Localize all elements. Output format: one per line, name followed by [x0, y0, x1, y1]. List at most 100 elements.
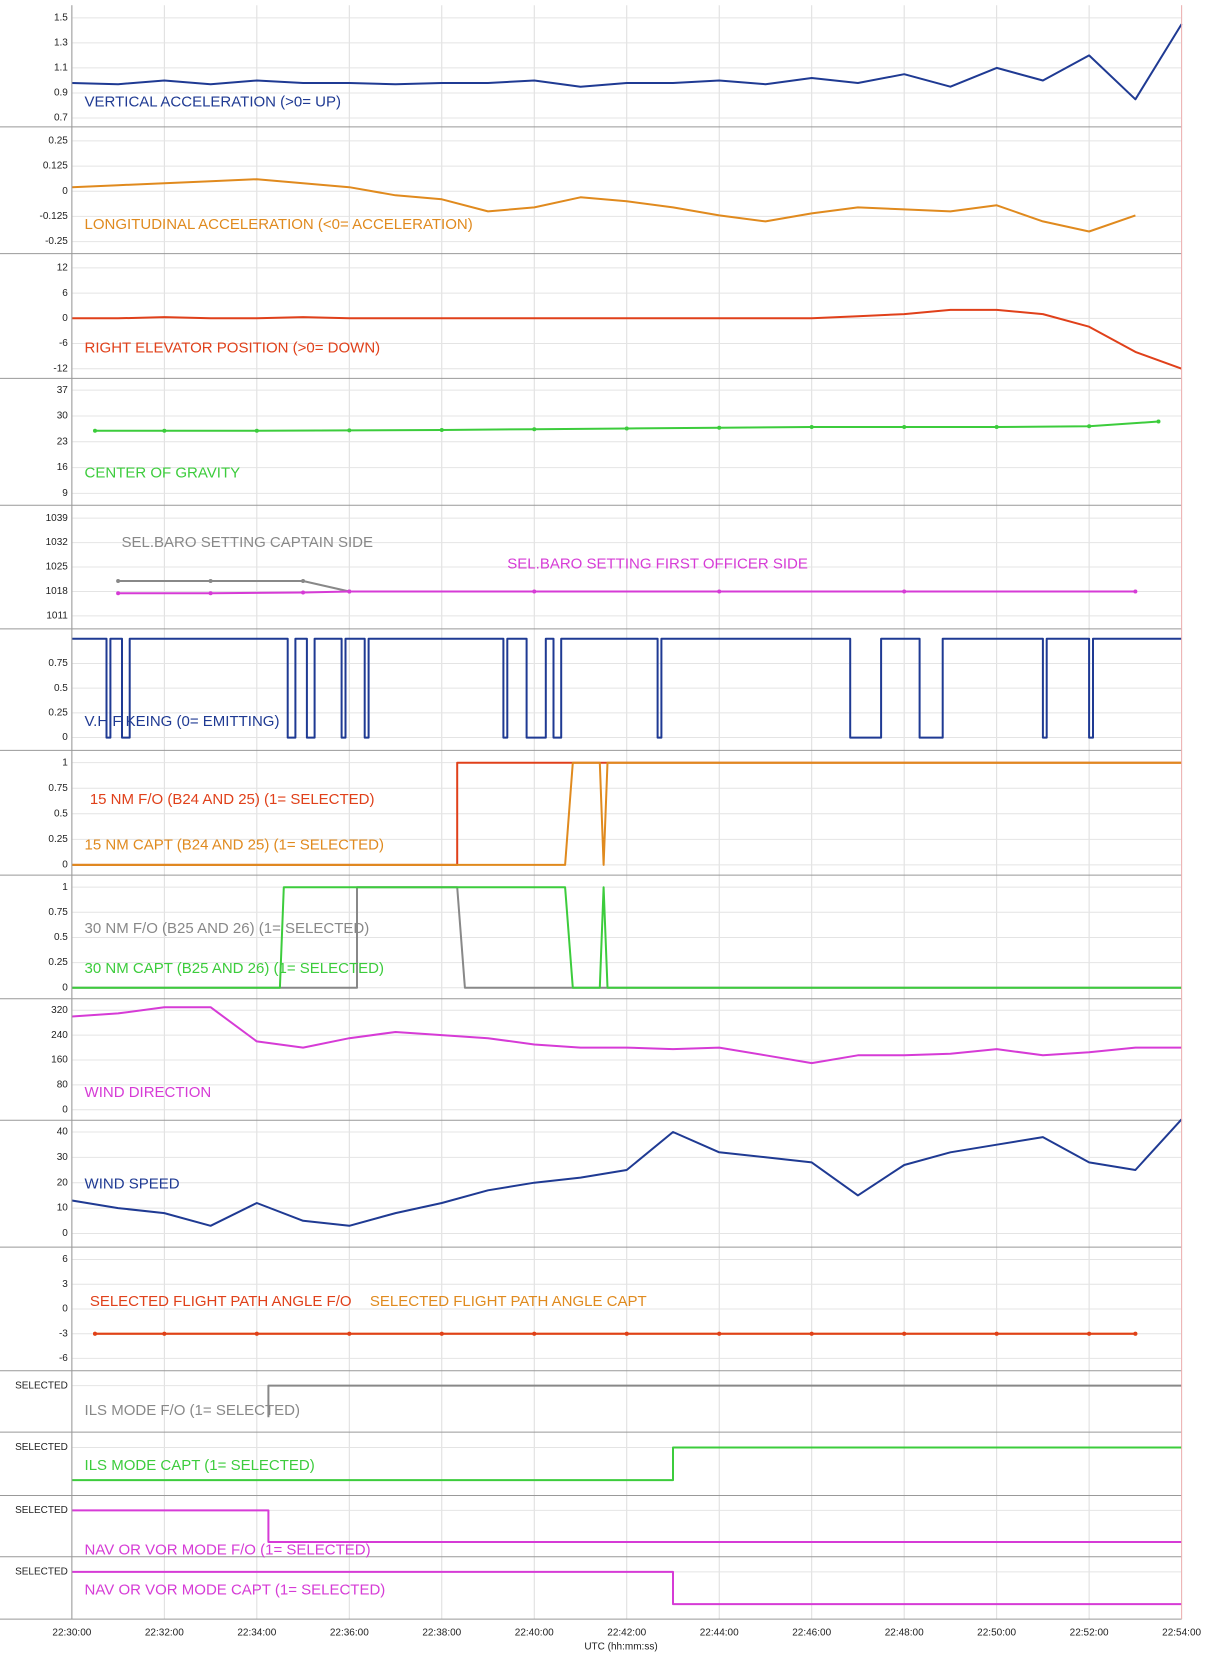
series-marker — [902, 1331, 907, 1336]
y-tick-label: SELECTED — [15, 1380, 68, 1391]
y-tick-label: 10 — [57, 1203, 69, 1214]
x-tick-label: 22:50:00 — [977, 1628, 1016, 1639]
series-marker — [1087, 1331, 1092, 1336]
y-tick-label: 0 — [62, 1104, 68, 1115]
series-label: NAV OR VOR MODE CAPT (1= SELECTED) — [85, 1582, 386, 1599]
series-line — [71, 1006, 1182, 1065]
series-marker — [532, 589, 537, 594]
series-marker — [532, 1331, 537, 1336]
y-tick-label: 0.7 — [54, 113, 68, 124]
y-tick-label: 3 — [62, 1279, 68, 1290]
y-tick-label: 40 — [57, 1127, 69, 1138]
series-marker — [624, 1331, 629, 1336]
series-marker — [1156, 419, 1161, 424]
series-label: CENTER OF GRAVITY — [85, 464, 241, 481]
y-tick-label: 0 — [62, 313, 68, 324]
y-tick-label: 16 — [57, 462, 69, 473]
y-tick-label: 0 — [62, 982, 68, 993]
series-label: LONGITUDINAL ACCELERATION (<0= ACCELERAT… — [85, 216, 473, 233]
series-marker — [809, 1331, 814, 1336]
y-tick-label: 6 — [62, 288, 68, 299]
series-marker — [1133, 1331, 1138, 1336]
series-line — [71, 1570, 1182, 1606]
series-line — [71, 23, 1183, 101]
y-tick-label: 20 — [57, 1177, 69, 1188]
x-tick-label: 22:38:00 — [422, 1628, 461, 1639]
series-marker — [532, 427, 537, 432]
series-label: WIND SPEED — [85, 1176, 180, 1193]
series-marker — [254, 1331, 259, 1336]
y-tick-label: 23 — [57, 436, 69, 447]
series-marker — [254, 428, 259, 433]
series-marker — [116, 591, 121, 596]
series-marker — [994, 425, 999, 430]
y-tick-label: 240 — [51, 1030, 68, 1041]
series-label: 30 NM F/O (B25 AND 26) (1= SELECTED) — [85, 920, 370, 937]
y-tick-label: 80 — [57, 1080, 69, 1091]
y-tick-label: -6 — [59, 1353, 68, 1364]
series-line — [71, 886, 1182, 989]
y-tick-label: 1032 — [46, 537, 69, 548]
series-marker — [902, 425, 907, 430]
series-marker — [994, 1331, 999, 1336]
series-marker — [208, 578, 213, 583]
series-label: NAV OR VOR MODE F/O (1= SELECTED) — [85, 1541, 371, 1558]
series-marker — [624, 426, 629, 431]
series-marker — [301, 578, 306, 583]
y-tick-label: SELECTED — [15, 1442, 68, 1453]
series-marker — [717, 1331, 722, 1336]
series-marker — [92, 1331, 97, 1336]
series-label: SEL.BARO SETTING CAPTAIN SIDE — [122, 534, 373, 551]
series-marker — [1133, 589, 1138, 594]
x-tick-label: 22:36:00 — [330, 1628, 369, 1639]
series-marker — [162, 1331, 167, 1336]
y-tick-label: -6 — [59, 338, 68, 349]
y-tick-label: 0.5 — [54, 932, 68, 943]
series-marker — [347, 1331, 352, 1336]
y-tick-label: -0.125 — [40, 211, 69, 222]
series-label: WIND DIRECTION — [85, 1084, 212, 1101]
series-line — [267, 1384, 1182, 1418]
series-label: 15 NM F/O (B24 AND 25) (1= SELECTED) — [90, 791, 375, 808]
y-tick-label: SELECTED — [15, 1567, 68, 1578]
y-tick-label: 0 — [62, 186, 68, 197]
x-tick-label: 22:42:00 — [607, 1628, 646, 1639]
y-tick-label: 0.5 — [54, 808, 68, 819]
series-marker — [301, 590, 306, 595]
y-tick-label: 12 — [57, 263, 69, 274]
series-marker — [439, 427, 444, 432]
series-label: SEL.BARO SETTING FIRST OFFICER SIDE — [507, 555, 808, 572]
x-tick-label: 22:44:00 — [700, 1628, 739, 1639]
series-marker — [347, 589, 352, 594]
series-line — [71, 637, 1182, 739]
x-tick-label: 22:48:00 — [885, 1628, 924, 1639]
y-tick-label: 0 — [62, 1304, 68, 1315]
y-tick-label: 320 — [51, 1005, 68, 1016]
x-tick-label: 22:46:00 — [792, 1628, 831, 1639]
x-tick-label: 22:32:00 — [145, 1628, 184, 1639]
y-tick-label: 0 — [62, 1228, 68, 1239]
series-line — [71, 1446, 1182, 1482]
y-tick-label: 9 — [62, 488, 68, 499]
x-tick-label: 22:30:00 — [52, 1628, 91, 1639]
series-label: VERTICAL ACCELERATION (>0= UP) — [85, 93, 341, 110]
y-tick-label: -12 — [53, 363, 68, 374]
series-marker — [1087, 424, 1092, 429]
y-tick-label: 0.25 — [48, 957, 68, 968]
y-tick-label: 0.75 — [48, 783, 68, 794]
y-tick-label: 0.25 — [48, 834, 68, 845]
x-axis-label: UTC (hh:mm:ss) — [584, 1642, 657, 1653]
y-tick-label: 30 — [57, 411, 69, 422]
series-line — [118, 580, 350, 593]
y-tick-label: 0.125 — [43, 161, 68, 172]
series-line — [71, 308, 1182, 370]
y-tick-label: 0 — [62, 860, 68, 871]
y-tick-label: SELECTED — [15, 1505, 68, 1516]
series-label: RIGHT ELEVATOR POSITION (>0= DOWN) — [85, 340, 381, 357]
series-marker — [162, 428, 167, 433]
x-tick-label: 22:52:00 — [1070, 1628, 1109, 1639]
series-marker — [208, 591, 213, 596]
y-tick-label: 37 — [57, 385, 69, 396]
x-tick-label: 22:34:00 — [237, 1628, 276, 1639]
